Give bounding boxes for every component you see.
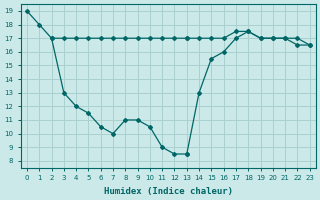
X-axis label: Humidex (Indice chaleur): Humidex (Indice chaleur) [104, 187, 233, 196]
